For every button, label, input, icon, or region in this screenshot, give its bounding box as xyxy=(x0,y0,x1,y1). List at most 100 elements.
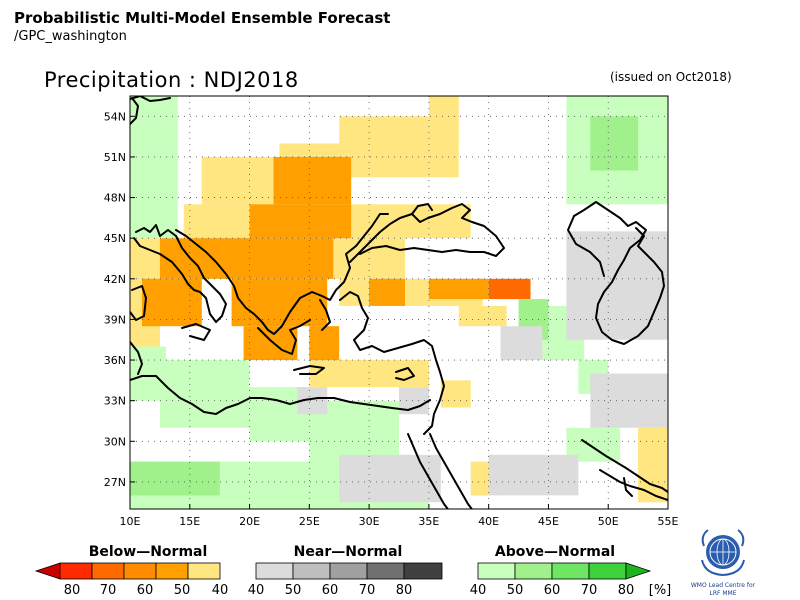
legend-near-label-80: 80 xyxy=(396,583,413,598)
lon-tick-label: 25E xyxy=(299,515,320,528)
lon-tick-label: 15E xyxy=(179,515,200,528)
probability-cells xyxy=(130,96,668,509)
legend-above-swatch-70 xyxy=(588,562,627,580)
lat-tick-label: 33N xyxy=(104,395,126,408)
legend-below-swatch-70 xyxy=(59,562,93,580)
coastline-turkey xyxy=(339,291,445,435)
coastline-aegean xyxy=(319,299,331,331)
cell-above-50 xyxy=(590,116,639,171)
lon-tick-label: 20E xyxy=(239,515,260,528)
plot-frame xyxy=(129,95,669,510)
legend-below-title: Below—Normal xyxy=(89,544,208,560)
coastline-greece xyxy=(257,319,311,355)
legend-below-swatch-50 xyxy=(123,562,157,580)
coastline-sardinia xyxy=(130,285,147,321)
cell-near-40 xyxy=(566,231,668,340)
cell-below-50 xyxy=(309,326,340,361)
map-subtitle: Precipitation : NDJ2018 xyxy=(44,68,299,92)
wmo-logo: WMO Lead Centre for LRF MME xyxy=(691,529,756,597)
coastline-red-sea-east xyxy=(429,433,473,509)
latitude-ticks: 27N 30N 33N 36N 39N 42N 45N 48N 51N 54N xyxy=(104,110,135,489)
cell-below-40 xyxy=(339,116,429,144)
lat-tick-label: 51N xyxy=(104,151,126,164)
cell-above-50 xyxy=(130,461,160,496)
legend-below-label-80: 80 xyxy=(64,583,81,598)
legend-below-label-70: 70 xyxy=(100,583,117,598)
cell-below-50 xyxy=(159,238,334,279)
coastline-north xyxy=(130,97,139,125)
legend-near-swatch-50 xyxy=(292,562,331,580)
cell-near-40 xyxy=(339,454,441,503)
globe-icon xyxy=(701,529,745,577)
legend-near-swatch-60 xyxy=(329,562,368,580)
coastline-sicily xyxy=(181,323,211,341)
legend-near-label-40: 40 xyxy=(248,583,265,598)
lat-tick-label: 36N xyxy=(104,354,126,367)
legend-above-swatch-60 xyxy=(551,562,590,580)
legend-below-swatch-60 xyxy=(91,562,125,580)
lat-tick-label: 54N xyxy=(104,110,126,123)
cell-below-40 xyxy=(440,380,471,408)
coastline-tunisia xyxy=(130,341,143,375)
legend-near-title: Near—Normal xyxy=(294,544,403,560)
lon-tick-label: 55E xyxy=(658,515,679,528)
coastline-persian-gulf xyxy=(581,439,668,493)
cell-near-40 xyxy=(590,373,668,428)
legend-above-label-40: 40 xyxy=(470,583,487,598)
legend-near-label-60: 60 xyxy=(322,583,339,598)
lat-tick-label: 27N xyxy=(104,476,126,489)
lat-tick-label: 48N xyxy=(104,192,126,205)
legend-above-swatch-50 xyxy=(514,562,553,580)
coastline-caspian xyxy=(573,201,665,345)
legend-near-swatch-80 xyxy=(403,562,443,580)
forecast-source: /GPC_washington xyxy=(14,29,127,44)
cell-below-50 xyxy=(231,278,328,327)
coastline-caspian-west xyxy=(567,215,605,277)
legend-near-label-50: 50 xyxy=(285,583,302,598)
cell-below-50 xyxy=(142,278,202,327)
coastline-crete xyxy=(293,365,325,375)
lat-tick-label: 30N xyxy=(104,435,126,448)
cell-below-40 xyxy=(201,156,274,205)
issued-date: (issued on Oct2018) xyxy=(610,70,732,84)
lon-tick-label: 35E xyxy=(418,515,439,528)
legend-above-label-50: 50 xyxy=(507,583,524,598)
legend-above-arrow xyxy=(625,562,652,580)
legend-near-swatch-40 xyxy=(255,562,294,580)
lon-tick-label: 10E xyxy=(120,515,141,528)
cell-above-40 xyxy=(130,96,178,239)
coastline-gulf-south xyxy=(599,469,668,501)
cell-above-50 xyxy=(159,461,220,496)
legend-below-arrow xyxy=(34,562,61,580)
legend-below-swatch-40 xyxy=(187,562,221,580)
cell-below-50 xyxy=(428,278,489,300)
legend-near-label-70: 70 xyxy=(359,583,376,598)
coastline-cyprus xyxy=(395,367,415,381)
logo-text-line2: LRF MME xyxy=(709,590,736,597)
lon-tick-label: 40E xyxy=(478,515,499,528)
legend-below-label-50: 50 xyxy=(174,583,191,598)
cell-below-50 xyxy=(369,278,405,306)
legend-unit: [%] xyxy=(649,583,672,598)
coastline-baltic xyxy=(130,96,171,102)
cell-near-40 xyxy=(488,454,579,496)
legend-below-label-60: 60 xyxy=(137,583,154,598)
coastline-qatar xyxy=(623,477,633,497)
legend-above-swatch-40 xyxy=(477,562,516,580)
cell-below-50 xyxy=(249,204,352,239)
legend-below-label-40: 40 xyxy=(212,583,229,598)
lon-tick-label: 30E xyxy=(359,515,380,528)
forecast-title: Probabilistic Multi-Model Ensemble Forec… xyxy=(14,9,391,27)
cell-near-40 xyxy=(500,326,543,361)
cell-below-50 xyxy=(273,156,352,205)
legend: Below—Normal Near—Normal Above—Normal 80… xyxy=(34,544,672,598)
legend-below-swatch-45 xyxy=(155,562,189,580)
cell-below-40 xyxy=(428,96,459,144)
coastline-balkan xyxy=(175,213,389,335)
legend-above-label-70: 70 xyxy=(581,583,598,598)
cell-below-40 xyxy=(458,305,507,327)
legend-above-title: Above—Normal xyxy=(495,544,615,560)
coastline-italy xyxy=(133,224,227,323)
coastline-libya xyxy=(130,375,431,415)
logo-text-line1: WMO Lead Centre for xyxy=(691,582,756,589)
